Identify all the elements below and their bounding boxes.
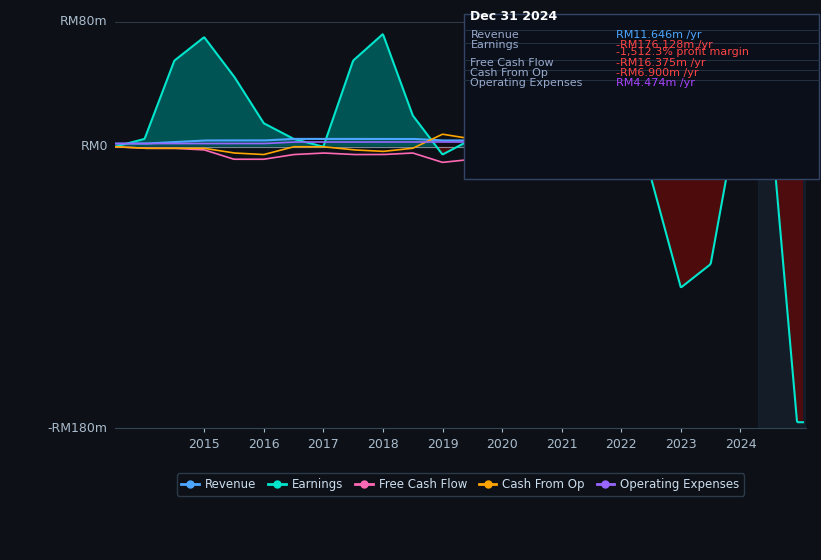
Text: Revenue: Revenue <box>470 30 519 40</box>
Text: -RM180m: -RM180m <box>48 422 108 435</box>
Legend: Revenue, Earnings, Free Cash Flow, Cash From Op, Operating Expenses: Revenue, Earnings, Free Cash Flow, Cash … <box>177 473 744 496</box>
Text: RM0: RM0 <box>80 140 108 153</box>
Text: -RM6.900m /yr: -RM6.900m /yr <box>616 68 698 78</box>
Text: Operating Expenses: Operating Expenses <box>470 78 583 88</box>
Text: Dec 31 2024: Dec 31 2024 <box>470 10 557 22</box>
Text: Free Cash Flow: Free Cash Flow <box>470 58 554 68</box>
Text: Earnings: Earnings <box>470 40 519 50</box>
Text: RM80m: RM80m <box>60 15 108 28</box>
Text: -RM16.375m /yr: -RM16.375m /yr <box>616 58 705 68</box>
Text: Cash From Op: Cash From Op <box>470 68 548 78</box>
Text: -1,512.3% profit margin: -1,512.3% profit margin <box>616 48 749 58</box>
Text: -RM176.128m /yr: -RM176.128m /yr <box>616 40 713 50</box>
Text: RM4.474m /yr: RM4.474m /yr <box>616 78 695 88</box>
Text: RM11.646m /yr: RM11.646m /yr <box>616 30 701 40</box>
Bar <box>759 21 806 428</box>
